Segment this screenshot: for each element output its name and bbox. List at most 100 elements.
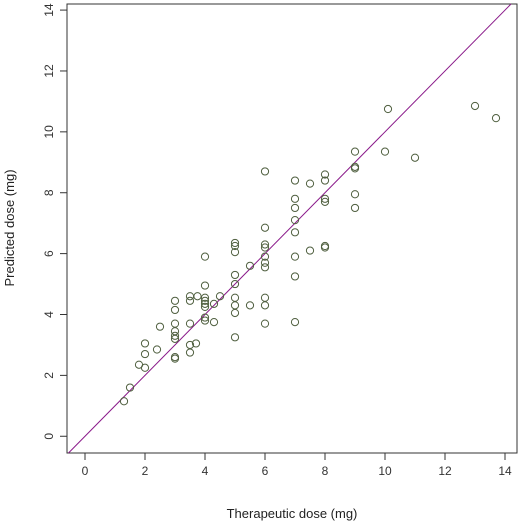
data-point <box>215 292 225 301</box>
x-tick-label: 8 <box>322 464 329 478</box>
data-point <box>305 179 315 188</box>
data-point <box>383 104 393 114</box>
data-points <box>119 101 501 406</box>
data-point <box>200 293 210 302</box>
data-point <box>491 114 501 123</box>
data-point <box>170 331 180 340</box>
data-point <box>290 194 300 203</box>
data-point <box>140 349 150 359</box>
data-point <box>290 216 300 225</box>
data-point <box>380 147 390 156</box>
data-point <box>185 340 195 350</box>
data-point <box>260 301 270 310</box>
y-tick-label: 12 <box>42 64 56 78</box>
data-point <box>170 354 180 363</box>
data-point <box>230 238 240 248</box>
data-point <box>230 279 240 289</box>
data-point <box>290 252 300 261</box>
data-point <box>125 383 135 392</box>
plot-frame <box>66 3 518 454</box>
data-point <box>200 299 210 308</box>
y-axis: 0 2 4 6 8 10 12 14 <box>42 3 67 440</box>
data-point <box>170 327 180 336</box>
y-axis-title: Predicted dose (mg) <box>2 169 17 286</box>
data-point <box>470 101 480 111</box>
x-tick-label: 12 <box>438 464 452 478</box>
reference-line <box>68 3 512 454</box>
data-point <box>320 197 330 206</box>
data-point <box>230 247 240 257</box>
data-point <box>245 261 255 270</box>
data-point <box>290 228 300 237</box>
data-point <box>230 270 240 280</box>
data-point <box>320 170 330 179</box>
data-point <box>230 301 240 310</box>
x-axis: 0 2 4 6 8 10 12 14 <box>82 453 512 478</box>
data-point <box>350 162 360 171</box>
data-point <box>350 147 360 156</box>
data-point <box>320 176 330 185</box>
x-tick-label: 6 <box>262 464 269 478</box>
data-point <box>230 241 240 251</box>
data-point <box>200 316 210 325</box>
data-point <box>185 348 195 357</box>
data-point <box>209 299 219 308</box>
data-point <box>185 319 195 328</box>
data-point <box>290 176 300 185</box>
y-tick-label: 6 <box>42 250 56 257</box>
data-point <box>191 339 201 348</box>
data-point <box>119 397 129 406</box>
data-point <box>290 203 300 213</box>
data-point <box>170 319 180 328</box>
data-point <box>260 167 270 176</box>
data-point <box>185 292 195 301</box>
data-point <box>170 296 180 305</box>
data-point <box>200 252 210 261</box>
data-point <box>290 272 300 281</box>
y-tick-label: 2 <box>42 372 56 379</box>
y-tick-label: 4 <box>42 311 56 318</box>
y-tick-label: 8 <box>42 189 56 196</box>
data-point <box>350 203 360 213</box>
data-point <box>305 246 315 255</box>
data-point <box>260 319 270 328</box>
data-point <box>230 308 240 318</box>
y-tick-label: 0 <box>42 433 56 440</box>
x-tick-label: 14 <box>498 464 512 478</box>
data-point <box>200 296 210 305</box>
data-point <box>230 333 240 342</box>
data-point <box>260 263 270 272</box>
data-point <box>200 313 210 322</box>
data-point <box>260 258 270 267</box>
data-point <box>260 293 270 302</box>
data-point <box>230 293 240 302</box>
data-point <box>140 363 150 372</box>
data-point <box>320 241 330 251</box>
data-point <box>152 345 162 354</box>
data-point <box>200 281 210 290</box>
data-point <box>200 302 210 311</box>
data-point <box>209 318 219 327</box>
data-point <box>290 318 300 327</box>
data-point <box>260 252 270 261</box>
data-point <box>193 292 202 301</box>
data-point <box>170 305 180 315</box>
data-point <box>245 301 255 310</box>
data-point <box>260 223 270 232</box>
data-point <box>155 322 165 331</box>
y-tick-label: 14 <box>42 3 56 17</box>
x-tick-label: 10 <box>378 464 392 478</box>
data-point <box>260 240 270 249</box>
data-point <box>140 339 150 348</box>
x-tick-label: 4 <box>202 464 209 478</box>
data-point <box>185 296 195 305</box>
x-tick-label: 2 <box>142 464 149 478</box>
data-point <box>410 153 420 162</box>
x-axis-title: Therapeutic dose (mg) <box>227 506 358 521</box>
data-point <box>350 190 360 199</box>
x-tick-label: 0 <box>82 464 89 478</box>
y-tick-label: 10 <box>42 125 56 139</box>
data-point <box>320 194 330 203</box>
data-point <box>260 243 270 252</box>
